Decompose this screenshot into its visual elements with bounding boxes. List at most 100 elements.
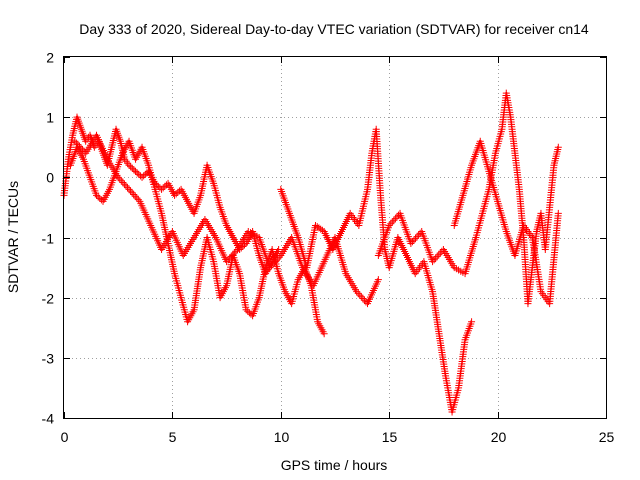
data-point <box>320 330 328 338</box>
trace-point <box>133 169 141 177</box>
trace-point <box>120 180 128 188</box>
y-tick-label: 1 <box>46 110 54 126</box>
trace-point <box>232 247 240 255</box>
x-tick-label: 25 <box>599 429 615 445</box>
trace-point <box>436 249 444 257</box>
data-point <box>407 240 415 248</box>
data-point <box>71 137 79 145</box>
trace-point <box>268 262 276 270</box>
y-tick-label: -1 <box>42 231 55 247</box>
data-point <box>429 258 437 266</box>
trace-point <box>134 196 142 204</box>
trace-point <box>77 144 85 152</box>
trace-point <box>117 177 125 185</box>
trace-point <box>359 295 367 303</box>
trace-point <box>79 146 87 154</box>
trace-point <box>141 170 149 178</box>
trace-point <box>240 241 248 249</box>
trace-point <box>393 213 401 221</box>
data-point <box>93 191 101 199</box>
plot-frame <box>63 56 607 419</box>
trace-point <box>387 220 395 228</box>
data-point <box>114 173 122 181</box>
data-point <box>132 167 140 175</box>
trace-point <box>128 164 136 172</box>
trace-point <box>435 251 443 259</box>
data-point <box>158 185 166 193</box>
trace-point <box>360 296 368 304</box>
trace-point <box>128 189 136 197</box>
axis-ticks: 0 5 10 15 20 25 -4 -3 -2 -1 0 1 2 <box>42 50 615 446</box>
trace-point <box>123 184 131 192</box>
trace-point <box>415 231 423 239</box>
trace-point <box>412 234 420 242</box>
trace-point <box>357 293 365 301</box>
trace-point <box>135 170 143 178</box>
trace-point <box>244 307 252 315</box>
trace-point <box>224 256 232 264</box>
data-point <box>374 276 382 284</box>
trace-point <box>174 188 182 196</box>
trace-point <box>127 187 135 195</box>
trace-point <box>75 142 83 150</box>
trace-point <box>230 249 238 257</box>
trace-point <box>94 193 102 201</box>
data-point <box>385 221 393 229</box>
y-tick-label: -3 <box>42 351 55 367</box>
data-point <box>125 185 133 193</box>
trace-point <box>127 163 135 171</box>
data-point <box>266 264 274 272</box>
x-tick-label: 10 <box>274 429 290 445</box>
trace-point <box>274 255 282 263</box>
trace-point <box>272 257 280 265</box>
trace-point <box>96 194 104 202</box>
trace-point <box>122 182 130 190</box>
y-tick-label: -2 <box>42 291 55 307</box>
trace-point <box>227 252 235 260</box>
trace-point <box>413 233 421 241</box>
data-point <box>171 191 179 199</box>
y-tick-label: -4 <box>42 411 55 427</box>
data-point <box>223 258 231 266</box>
data-points <box>60 89 562 416</box>
trace-point <box>239 243 247 251</box>
trace-point <box>130 166 138 174</box>
data-point <box>554 143 562 151</box>
y-axis-label: SDTVAR / TECUs <box>5 181 21 293</box>
y-tick-label: 0 <box>46 170 54 186</box>
trace-point <box>119 178 127 186</box>
trace-point <box>433 252 441 260</box>
trace-point <box>140 172 148 180</box>
trace-point <box>159 184 167 192</box>
trace-point <box>72 139 80 147</box>
x-tick-label: 15 <box>382 429 398 445</box>
trace-point <box>410 236 418 244</box>
trace-point <box>354 289 362 297</box>
trace-point <box>388 218 396 226</box>
data-point <box>554 209 562 217</box>
trace-point <box>391 215 399 223</box>
x-tick-label: 5 <box>169 429 177 445</box>
trace-point <box>154 182 162 190</box>
trace-point <box>271 258 279 266</box>
x-axis-label: GPS time / hours <box>281 457 388 473</box>
trace-point <box>130 191 138 199</box>
trace-point <box>133 194 141 202</box>
trace-point <box>432 254 440 262</box>
chart-title: Day 333 of 2020, Sidereal Day-to-day VTE… <box>79 21 589 37</box>
trace-point <box>172 190 180 198</box>
trace-point <box>229 251 237 259</box>
trace-point <box>116 175 124 183</box>
data-point <box>242 306 250 314</box>
trace-point <box>245 309 253 317</box>
x-tick-label: 0 <box>61 429 69 445</box>
data-point <box>353 288 361 296</box>
trace-point <box>131 192 139 200</box>
trace-point <box>390 216 398 224</box>
trace-point <box>408 238 416 246</box>
y-tick-label: 2 <box>46 50 54 66</box>
data-point <box>138 173 146 181</box>
data-point <box>468 318 476 326</box>
trace-point <box>74 141 82 149</box>
